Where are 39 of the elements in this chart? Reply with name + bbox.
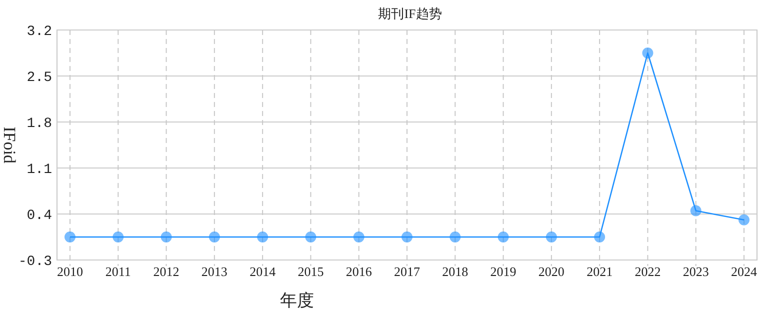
x-tick-label: 2016 <box>346 264 372 279</box>
x-tick-label: 2023 <box>682 264 709 279</box>
x-tick-label: 2012 <box>153 264 180 279</box>
point <box>498 232 509 242</box>
x-tick-label: 2010 <box>57 264 83 279</box>
point <box>353 232 364 242</box>
x-tick-label: 2017 <box>394 264 420 279</box>
point <box>450 232 461 242</box>
point <box>208 232 220 242</box>
x-tick-label: 2021 <box>586 264 613 279</box>
point <box>738 214 750 226</box>
chart-title: 期刊IF趋势 <box>378 6 442 21</box>
x-axis-title: 年度 <box>280 291 314 310</box>
y-tick-label: 1.1 <box>26 162 52 178</box>
y-tick-label: 1.8 <box>26 116 52 132</box>
point <box>690 205 702 216</box>
point <box>546 232 557 242</box>
x-tick-label: 2015 <box>298 264 324 279</box>
point <box>257 232 268 242</box>
point <box>112 232 124 242</box>
y-axis-title: IFoid <box>0 126 19 164</box>
point <box>305 232 316 242</box>
x-tick-label: 2013 <box>201 264 228 279</box>
point <box>402 232 412 242</box>
x-tick-label: 2014 <box>250 264 276 279</box>
x-tick-label: 2022 <box>634 264 661 279</box>
point <box>642 48 654 58</box>
x-tick-label: 2011 <box>105 264 131 279</box>
y-tick-label: -0.3 <box>18 254 52 270</box>
y-tick-label: 3.2 <box>26 24 52 40</box>
point <box>160 232 172 242</box>
x-tick-label: 2018 <box>442 264 468 279</box>
point <box>64 232 76 242</box>
y-tick-label: 0.4 <box>26 208 52 224</box>
point <box>594 232 606 242</box>
x-tick-label: 2019 <box>490 264 516 279</box>
x-tick-label: 2024 <box>731 264 758 279</box>
y-tick-label: 2.5 <box>26 70 52 86</box>
x-tick-label: 2020 <box>538 264 564 279</box>
